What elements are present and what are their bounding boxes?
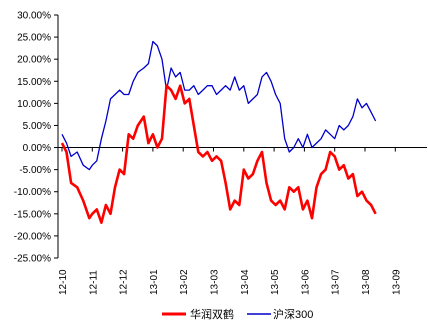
legend: 华润双鹤 沪深300 [162,307,313,321]
x-tick-label: 13-03 [210,269,221,295]
x-tick-label: 13-06 [300,269,311,295]
series-line-huarun-shuanghe [60,84,377,224]
y-tick-label: 25.00% [17,33,51,44]
x-tick-label: 12-10 [58,269,69,295]
y-tick-label: 30.00% [17,11,51,22]
x-tick-label: 13-08 [361,269,372,295]
y-tick-label: -10.00% [14,187,51,198]
series-layer [60,40,377,224]
x-axis: 12-10 12-11 12-12 13-01 13-02 13-03 13-04 13-05… [58,147,427,295]
y-axis: 30.00% 25.00% 20.00% 15.00% 10.00% 5.00% 0.00%… [14,11,59,265]
x-tick-label: 12-11 [88,270,99,295]
x-tick-label: 13-09 [391,269,402,295]
legend-label: 沪深300 [273,307,313,321]
y-tick-label: 5.00% [23,121,51,132]
y-tick-label: -25.00% [14,254,51,265]
x-tick-label: 13-02 [179,269,190,295]
y-tick-label: -15.00% [14,209,51,220]
x-tick-label: 12-12 [119,269,130,295]
y-tick-label: -5.00% [19,165,51,176]
x-tick-label: 13-01 [149,269,160,295]
legend-label: 华润双鹤 [190,307,234,321]
series-line-hs300 [61,40,377,171]
y-tick-label: 10.00% [17,99,51,110]
x-tick-label: 13-07 [331,269,342,295]
y-tick-label: -20.00% [14,231,51,242]
y-tick-label: 20.00% [17,55,51,66]
y-tick-label: 0.00% [23,143,51,154]
y-tick-label: 15.00% [17,77,51,88]
x-tick-label: 13-05 [270,269,281,295]
x-tick-label: 13-04 [240,269,251,295]
